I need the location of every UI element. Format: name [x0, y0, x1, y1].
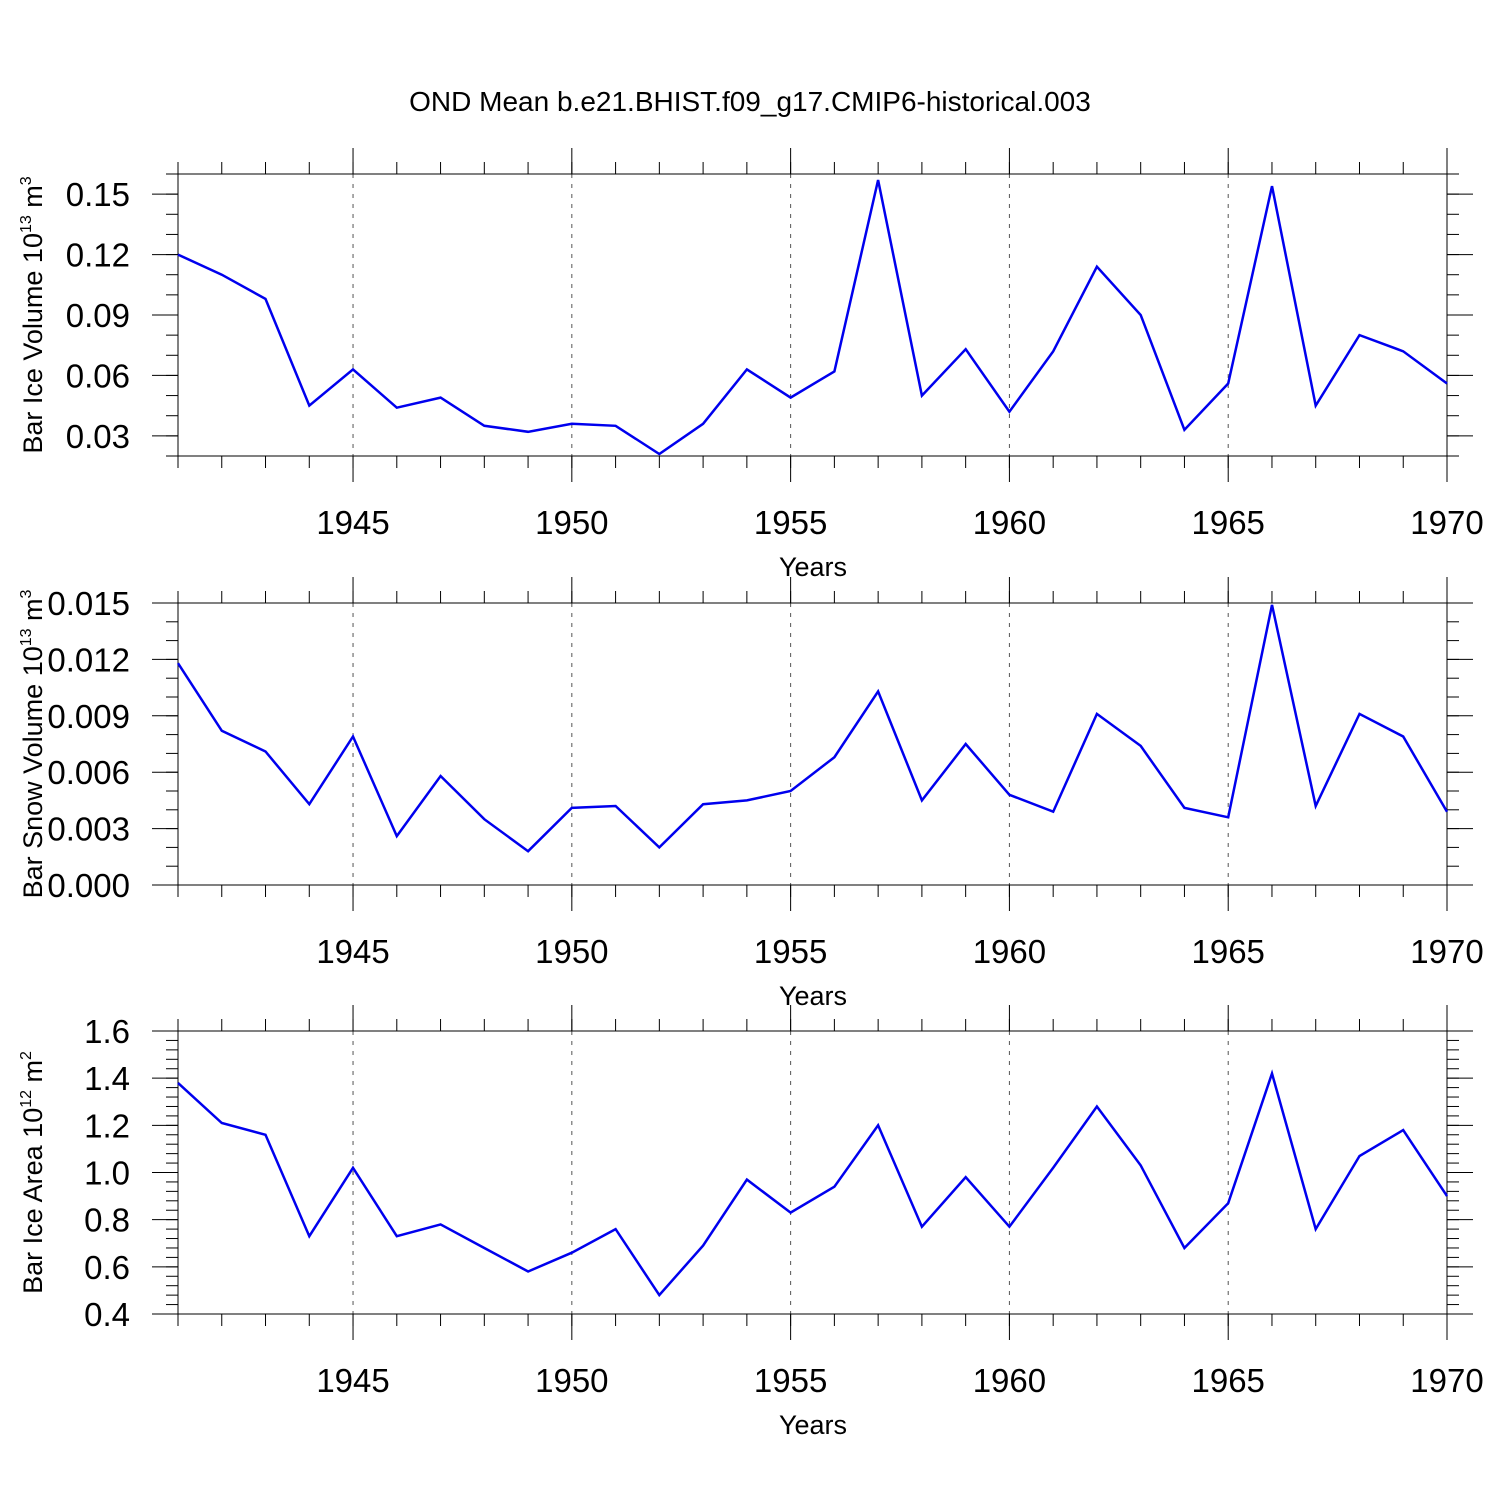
panels: 1945 1950 1955 1960 1965 1970 0.03 0.06 0.09 0.12…: [18, 148, 1484, 1440]
x-tick-label: 1950: [535, 504, 608, 541]
y-tick-label: 0.8: [84, 1202, 130, 1239]
x-tick-label: 1945: [316, 933, 389, 970]
panel-snow-volume: 1945 1950 1955 1960 1965 1970 0.000 0.003 0.006 0…: [18, 577, 1484, 1011]
y-axis-label: Bar Ice Volume 1013 m3: [18, 176, 48, 453]
x-tick-label: 1970: [1410, 933, 1483, 970]
panel-ice-volume: 1945 1950 1955 1960 1965 1970 0.03 0.06 0.09 0.12…: [18, 148, 1484, 582]
y-axis-label: Bar Ice Area 1012 m2: [18, 1051, 48, 1294]
y-axis-label: Bar Snow Volume 1013 m3: [18, 589, 48, 898]
y-tick-label: 0.006: [47, 754, 130, 791]
y-tick-label: 0.06: [66, 357, 130, 394]
x-tick-label: 1970: [1410, 504, 1483, 541]
series-line-ice-area: [177, 1069, 1449, 1298]
chart-title: OND Mean b.e21.BHIST.f09_g17.CMIP6-histo…: [409, 86, 1091, 117]
plot-frame: [177, 173, 1448, 457]
y-tick-label: 0.6: [84, 1249, 130, 1286]
panel-ice-area: 1945 1950 1955 1960 1965 1970 0.4 0.6 0.8 1.0 1.2 1…: [18, 1005, 1484, 1440]
x-tick-label: 1950: [535, 933, 608, 970]
y-tick-label: 0.4: [84, 1296, 130, 1333]
x-tick-label: 1970: [1410, 1362, 1483, 1399]
y-tick-label: 0.012: [47, 641, 130, 678]
x-tick-label: 1955: [754, 933, 827, 970]
plot-frame: [177, 1030, 1448, 1315]
x-axis-label: Years: [779, 1410, 847, 1440]
x-axis-label: Years: [779, 981, 847, 1011]
x-tick-label: 1950: [535, 1362, 608, 1399]
y-tick-label: 0.15: [66, 176, 130, 213]
x-tick-label: 1965: [1191, 933, 1264, 970]
y-tick-label: 1.2: [84, 1107, 130, 1144]
y-tick-label: 1.6: [84, 1013, 130, 1050]
x-tick-label: 1960: [973, 504, 1046, 541]
x-tick-label: 1955: [754, 1362, 827, 1399]
y-tick-label: 0.000: [47, 867, 130, 904]
x-tick-label: 1960: [973, 933, 1046, 970]
y-tick-label: 0.003: [47, 811, 130, 848]
y-tick-label: 0.03: [66, 418, 130, 455]
series-line-snow-volume: [176, 604, 1449, 853]
x-tick-label: 1945: [316, 504, 389, 541]
x-tick-label: 1965: [1191, 504, 1264, 541]
x-tick-label: 1945: [316, 1362, 389, 1399]
plot-frame: [177, 602, 1448, 886]
x-axis-label: Years: [779, 552, 847, 582]
y-tick-label: 0.009: [47, 698, 130, 735]
y-tick-label: 0.015: [47, 585, 130, 622]
y-tick-label: 1.0: [84, 1155, 130, 1192]
series-line-ice-volume: [177, 179, 1448, 456]
x-tick-label: 1965: [1191, 1362, 1264, 1399]
y-tick-label: 0.12: [66, 237, 130, 274]
x-tick-label: 1955: [754, 504, 827, 541]
x-tick-label: 1960: [973, 1362, 1046, 1399]
y-tick-label: 1.4: [84, 1060, 130, 1097]
y-tick-label: 0.09: [66, 297, 130, 334]
